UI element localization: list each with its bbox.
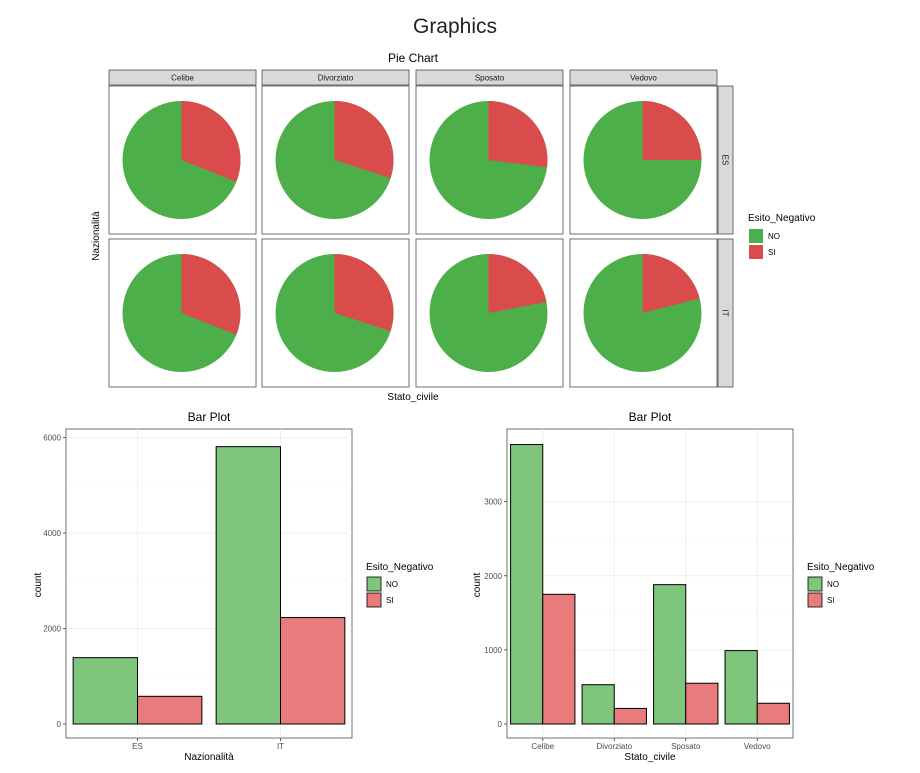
pie-slice-si-es-vedovo (642, 101, 702, 160)
bar2-bar-no-celibe (510, 444, 544, 725)
pie-strip-label-celibe: Celibe (171, 74, 194, 83)
pie-strip-es (717, 85, 734, 235)
bar2-bar-no-divorziato (581, 684, 615, 725)
pie-strip-label-vedovo: Vedovo (630, 74, 657, 83)
bar1-y-tick-label: 6000 (43, 434, 61, 443)
pie-slice-si-it-celibe (181, 254, 241, 335)
bar2-legend-key-no (807, 576, 823, 592)
pie-strip-label-sposato: Sposato (475, 74, 505, 83)
bar-plot-stato-civile: Bar Plot Celibe Divorziato Sposato Vedovo 0 1… (472, 410, 875, 763)
bar2-x-tick-label: Sposato (671, 742, 701, 751)
bar2-bar-si-divorziato (613, 707, 647, 725)
bar1-legend-key-no (366, 576, 382, 592)
pie-chart: Pie Chart Stato_civile Nazionalità Celib… (91, 51, 816, 403)
bar2-bar-si-vedovo (756, 702, 790, 725)
bar1-legend-title: Esito_Negativo (366, 562, 434, 573)
bar2-y-tick-label: 3000 (484, 498, 502, 507)
pie-legend-key-si (749, 245, 763, 259)
bar2-title: Bar Plot (629, 410, 672, 424)
pie-strip-label-it: IT (721, 309, 730, 316)
bar1-bar-no-es (72, 657, 138, 725)
main-title: Graphics (413, 15, 497, 38)
pie-legend-title: Esito_Negativo (748, 213, 816, 224)
bar2-legend-title: Esito_Negativo (807, 562, 875, 573)
bar1-y-axis-title: count (33, 573, 44, 598)
pie-legend-label-no: NO (768, 232, 780, 241)
pie-slice-si-it-divorziato (334, 254, 394, 332)
pie-strip-celibe (108, 69, 257, 86)
bar1-bar-si-it (280, 617, 346, 725)
pie-legend-label-si: SI (768, 248, 776, 257)
bar2-x-tick-label: Celibe (531, 742, 554, 751)
bar1-legend-label-si: SI (386, 596, 394, 605)
bar1-legend-label-no: NO (386, 580, 398, 589)
bar2-bar-no-vedovo (724, 650, 758, 725)
pie-strip-label-es: ES (721, 155, 730, 166)
bar2-y-tick-label: 0 (498, 720, 503, 729)
pie-x-axis-title: Stato_civile (387, 392, 439, 403)
bar1-legend-key-si (366, 592, 382, 608)
bar2-legend-key-si (807, 592, 823, 608)
bar1-bar-no-it (215, 446, 281, 725)
bar2-legend: Esito_Negativo NO SI (807, 562, 875, 608)
pie-slice-si-it-vedovo (642, 254, 700, 313)
pie-slice-si-es-divorziato (334, 101, 394, 179)
bar1-title: Bar Plot (188, 410, 231, 424)
bar1-y-tick-label: 2000 (43, 625, 61, 634)
bar1-y-tick-label: 0 (57, 720, 62, 729)
bar2-x-tick-label: Vedovo (744, 742, 771, 751)
pie-slice-si-es-sposato (488, 101, 548, 168)
bar2-y-tick-label: 2000 (484, 572, 502, 581)
pie-legend-key-no (749, 229, 763, 243)
bar1-x-tick-label: ES (132, 742, 143, 751)
bar2-y-tick-label: 1000 (484, 646, 502, 655)
pie-strip-sposato (415, 69, 564, 86)
bar2-x-tick-label: Divorziato (596, 742, 632, 751)
bar2-bar-si-sposato (685, 682, 719, 725)
pie-strip-vedovo (569, 69, 718, 86)
pie-chart-title: Pie Chart (388, 51, 439, 65)
bar2-x-axis-title: Stato_civile (624, 752, 676, 763)
bar1-x-tick-label: IT (277, 742, 284, 751)
bar2-bar-si-celibe (542, 593, 576, 725)
bar-plot-nazionalita: Bar Plot ES IT 0 2000 4000 6000 Nazionalità c… (33, 410, 434, 763)
bar1-x-axis-title: Nazionalità (184, 752, 234, 763)
bar1-bar-si-es (137, 695, 203, 725)
bar2-legend-label-si: SI (827, 596, 835, 605)
bar2-y-axis-title: count (472, 573, 483, 598)
bar1-legend: Esito_Negativo NO SI (366, 562, 434, 608)
pie-strip-label-divorziato: Divorziato (318, 74, 354, 83)
bar2-bar-no-sposato (653, 584, 687, 725)
bar1-y-tick-label: 4000 (43, 529, 61, 538)
pie-y-axis-title: Nazionalità (91, 211, 102, 261)
pie-strip-divorziato (261, 69, 410, 86)
pie-slice-si-es-celibe (181, 101, 241, 182)
bar2-legend-label-no: NO (827, 580, 839, 589)
pie-slice-si-it-sposato (488, 254, 547, 313)
pie-legend: Esito_Negativo NO SI (748, 213, 816, 259)
pie-strip-it (717, 238, 734, 388)
